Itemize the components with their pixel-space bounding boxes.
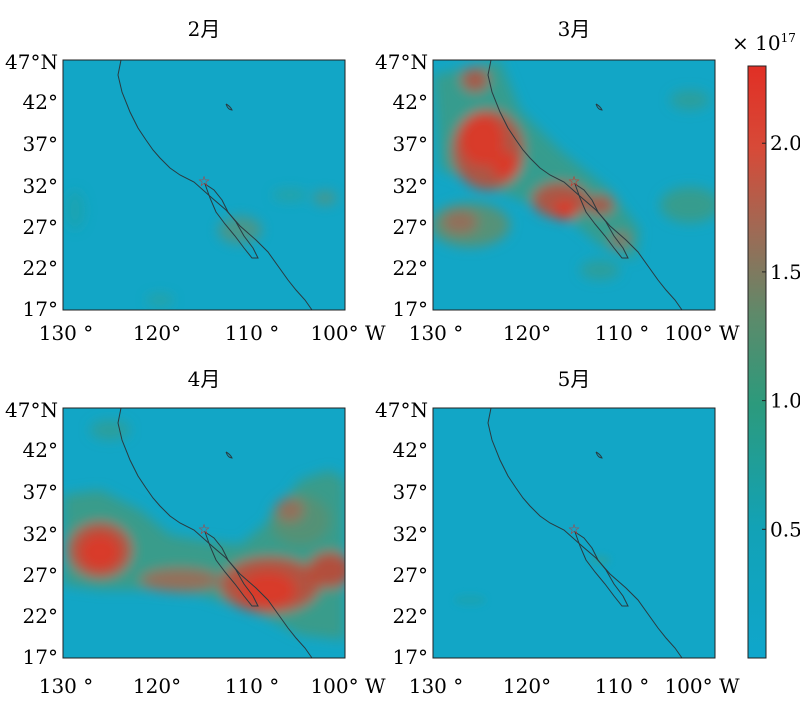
lon-label: 100° W xyxy=(310,674,386,698)
lat-label: 42° xyxy=(393,438,428,462)
lon-axis-labels: 130 ° 120° 110 ° 100° W xyxy=(39,674,386,698)
panel-title: 2月 xyxy=(188,17,221,41)
lat-label: 37° xyxy=(393,480,428,504)
map-panel-feb: 2月 ☆ 47°N 42° 37° 32° 27° 22° 17° xyxy=(5,17,386,345)
lat-label: 42° xyxy=(23,90,58,114)
lat-label: 22° xyxy=(393,256,428,280)
lon-label: 110 ° xyxy=(225,321,280,345)
colorbar-gradient xyxy=(747,65,767,659)
map-background xyxy=(63,60,345,310)
lat-label: 27° xyxy=(393,563,428,587)
coastline xyxy=(117,59,313,311)
lat-label: 47°N xyxy=(5,50,58,74)
lat-label: 17° xyxy=(23,297,58,321)
location-star-marker: ☆ xyxy=(198,174,211,190)
lon-label: 100° W xyxy=(310,321,386,345)
lat-label: 17° xyxy=(393,297,428,321)
panel-title: 5月 xyxy=(558,367,591,391)
lon-label: 100° W xyxy=(664,674,740,698)
lat-label: 47°N xyxy=(375,50,428,74)
lon-label: 120° xyxy=(133,321,181,345)
colorbar-tick-label: 2.0 xyxy=(770,131,800,155)
lon-label: 120° xyxy=(133,674,181,698)
lat-label: 27° xyxy=(23,563,58,587)
coastline xyxy=(117,407,313,659)
lat-label: 42° xyxy=(393,90,428,114)
colorbar: × 1017 2.0 1.5 1.0 0.5 xyxy=(732,31,800,659)
lat-label: 17° xyxy=(23,645,58,669)
lat-label: 32° xyxy=(23,522,58,546)
lon-label: 110 ° xyxy=(595,321,650,345)
colorbar-tick-label: 1.0 xyxy=(770,389,800,413)
lon-label: 120° xyxy=(503,321,551,345)
colorbar-tick-label: 0.5 xyxy=(770,517,800,541)
lat-axis-labels: 47°N 42° 37° 32° 27° 22° 17° xyxy=(375,50,428,321)
lat-axis-labels: 47°N 42° 37° 32° 27° 22° 17° xyxy=(5,50,58,321)
lat-label: 22° xyxy=(23,604,58,628)
lat-label: 27° xyxy=(393,215,428,239)
panel-title: 3月 xyxy=(558,17,591,41)
coastline xyxy=(487,407,683,659)
lon-label: 110 ° xyxy=(595,674,650,698)
lat-axis-labels: 47°N 42° 37° 32° 27° 22° 17° xyxy=(375,398,428,669)
lon-label: 130 ° xyxy=(39,674,94,698)
lon-label: 130 ° xyxy=(409,321,464,345)
lat-label: 37° xyxy=(23,480,58,504)
colorbar-tick-label: 1.5 xyxy=(770,260,800,284)
lat-label: 47°N xyxy=(375,398,428,422)
coastline xyxy=(487,59,683,311)
density-field xyxy=(433,60,715,280)
lat-label: 32° xyxy=(23,174,58,198)
lat-label: 22° xyxy=(393,604,428,628)
map-background xyxy=(433,408,715,658)
location-star-marker: ☆ xyxy=(568,174,581,190)
lat-label: 22° xyxy=(23,256,58,280)
location-star-marker: ☆ xyxy=(198,522,211,538)
lat-label: 32° xyxy=(393,174,428,198)
lat-axis-labels: 47°N 42° 37° 32° 27° 22° 17° xyxy=(5,398,58,669)
lat-label: 37° xyxy=(23,132,58,156)
lat-label: 32° xyxy=(393,522,428,546)
panel-title: 4月 xyxy=(188,367,221,391)
location-star-marker: ☆ xyxy=(568,522,581,538)
map-panel-mar: 3月 xyxy=(375,17,740,345)
lon-label: 130 ° xyxy=(39,321,94,345)
lon-axis-labels: 130 ° 120° 110 ° 100° W xyxy=(409,321,740,345)
lat-label: 42° xyxy=(23,438,58,462)
map-panel-may: 5月 ☆ 47°N 42° 37° 32° 27° 22° 17° 130 ° … xyxy=(375,367,740,698)
map-panel-apr: 4月 ☆ 47°N xyxy=(5,367,386,698)
lat-label: 17° xyxy=(393,645,428,669)
lon-label: 100° W xyxy=(664,321,740,345)
lon-axis-labels: 130 ° 120° 110 ° 100° W xyxy=(39,321,386,345)
density-field xyxy=(63,420,345,640)
lat-label: 27° xyxy=(23,215,58,239)
lon-axis-labels: 130 ° 120° 110 ° 100° W xyxy=(409,674,740,698)
lat-label: 47°N xyxy=(5,398,58,422)
lon-label: 110 ° xyxy=(225,674,280,698)
colorbar-exponent-label: × 1017 xyxy=(732,31,796,55)
lon-label: 120° xyxy=(503,674,551,698)
lat-label: 37° xyxy=(393,132,428,156)
colorbar-ticks: 2.0 1.5 1.0 0.5 xyxy=(762,131,800,541)
lon-label: 130 ° xyxy=(409,674,464,698)
